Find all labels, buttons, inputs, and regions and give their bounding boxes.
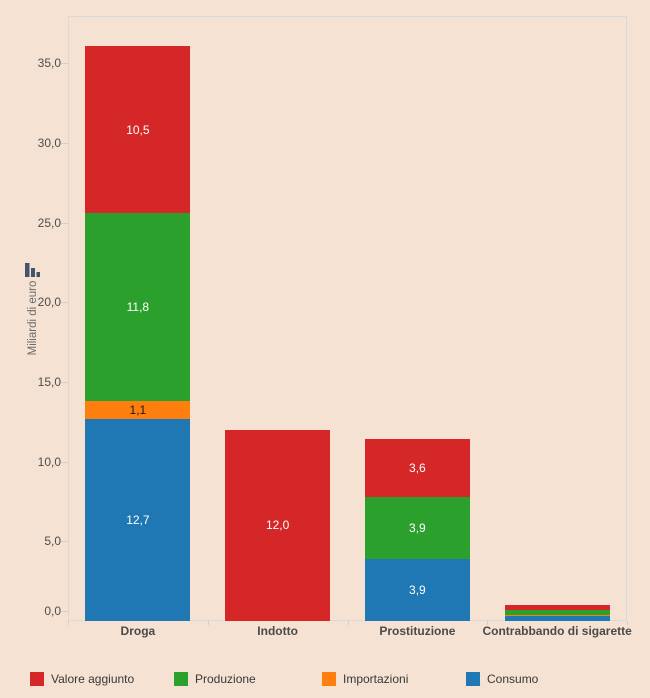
bar-segment-importazioni[interactable] [504, 614, 610, 617]
plot-area [68, 16, 627, 621]
x-tick-mark [207, 621, 209, 625]
bar-indotto: 12,0 [225, 0, 331, 621]
y-tick-label: 15,0 [37, 375, 61, 390]
x-tick-mark [68, 621, 69, 625]
y-tick-label: 0,0 [44, 604, 61, 618]
bar-segment-importazioni[interactable]: 1,1 [85, 401, 191, 419]
legend-item-produzione[interactable]: Produzione [174, 671, 256, 687]
legend-swatch-icon [174, 672, 188, 686]
chart-legend: Valore aggiunto Produzione Importazioni Con… [0, 671, 650, 687]
bar-segment-consumo[interactable] [504, 616, 610, 621]
y-tick-mark [61, 222, 68, 224]
x-tick-mark [347, 621, 349, 625]
legend-swatch-icon [322, 672, 336, 686]
x-category-label: Prostituzione [379, 624, 456, 638]
y-tick-mark [61, 302, 68, 304]
y-tick-label: 25,0 [37, 215, 61, 230]
y-tick-mark [61, 63, 68, 65]
bar-value-label: 3,9 [409, 520, 426, 535]
bar-segment-valore-aggiunto[interactable]: 12,0 [225, 429, 331, 621]
x-category-label: Indotto [257, 624, 298, 638]
y-tick-label: 5,0 [44, 534, 61, 549]
y-tick-mark [61, 541, 68, 543]
bar-segment-consumo[interactable]: 3,9 [364, 558, 470, 621]
bar-value-label: 12,0 [265, 518, 290, 533]
x-tick-mark [627, 621, 628, 625]
y-tick-label: 30,0 [37, 136, 61, 151]
y-tick-label: 10,0 [37, 454, 61, 469]
y-tick-mark [61, 461, 68, 463]
x-category-label: Droga [120, 624, 156, 638]
bar-value-label: 1,1 [129, 402, 147, 417]
legend-label: Importazioni [343, 672, 409, 686]
bar-chart-icon [24, 261, 40, 277]
legend-swatch-icon [30, 672, 44, 686]
legend-item-valore-aggiunto[interactable]: Valore aggiunto [30, 671, 134, 687]
bar-segment-valore-aggiunto[interactable] [504, 605, 610, 610]
y-tick-label: 20,0 [37, 295, 61, 310]
legend-swatch-icon [466, 672, 480, 686]
bar-value-label: 3,6 [409, 461, 426, 476]
bar-segment-produzione[interactable]: 3,9 [364, 496, 470, 559]
bar-segment-produzione[interactable] [504, 609, 610, 615]
bar-value-label: 11,8 [126, 300, 150, 315]
bar-prostituzione: 3,9 3,9 3,6 [364, 0, 470, 621]
bar-segment-produzione[interactable]: 11,8 [85, 213, 191, 402]
legend-item-consumo[interactable]: Consumo [466, 671, 538, 687]
legend-label: Produzione [195, 672, 256, 686]
bar-value-label: 3,9 [409, 582, 426, 597]
bar-contrabbando-di-sigarette [504, 0, 610, 621]
bar-droga: 12,7 1,1 11,8 10,5 [85, 0, 191, 621]
y-axis-title: Miliardi di euro [27, 280, 39, 356]
legend-item-importazioni[interactable]: Importazioni [322, 671, 408, 687]
y-tick-mark [61, 611, 68, 612]
bar-segment-valore-aggiunto[interactable]: 10,5 [85, 45, 191, 214]
x-category-label: Contrabbando di sigarette [482, 624, 632, 638]
y-tick-mark [61, 382, 68, 384]
bar-segment-valore-aggiunto[interactable]: 3,6 [364, 439, 470, 497]
y-tick-mark [61, 143, 68, 145]
bar-value-label: 10,5 [126, 122, 150, 137]
bar-segment-consumo[interactable]: 12,7 [85, 418, 191, 621]
legend-label: Valore aggiunto [51, 672, 135, 686]
legend-label: Consumo [487, 672, 539, 686]
y-tick-label: 35,0 [37, 56, 61, 71]
bar-value-label: 12,7 [126, 512, 150, 527]
x-tick-mark [487, 621, 489, 625]
